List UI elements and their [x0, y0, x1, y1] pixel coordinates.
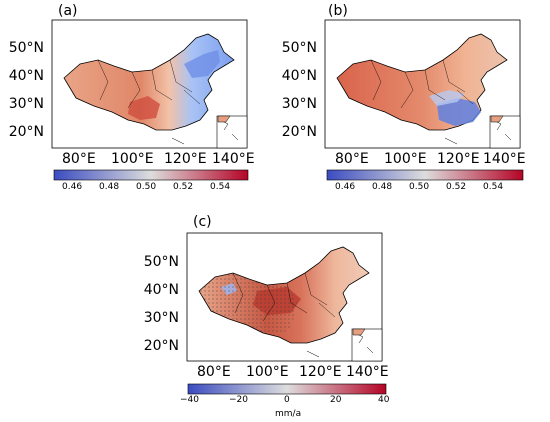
light-zone-b — [429, 90, 465, 106]
blue-zone-b — [437, 98, 481, 126]
province-borders-b — [370, 59, 474, 109]
panel-label-b: (b) — [328, 3, 348, 19]
inset-coast-b — [490, 115, 504, 123]
lat-label-20-b: 20°N — [281, 124, 317, 140]
lat-label-50-a: 50°N — [8, 40, 44, 56]
panel-label-a: (a) — [58, 3, 78, 19]
blue-zone-a — [184, 50, 220, 78]
lon-label-120-c: 120°E — [299, 364, 342, 380]
lon-label-120-a: 120°E — [164, 151, 207, 167]
lat-label-30-a: 30°N — [8, 96, 44, 112]
lat-label-30-b: 30°N — [281, 96, 317, 112]
lon-label-140-a: 140°E — [212, 151, 255, 167]
cbar-tick-c-4: 40 — [378, 395, 390, 405]
cbar-tick-c-2: 0 — [284, 395, 290, 405]
inset-coast-a — [217, 115, 231, 123]
cbar-tick-a-3: 0.52 — [173, 182, 194, 192]
lat-label-30-c: 30°N — [143, 310, 179, 326]
lon-label-100-b: 100°E — [384, 151, 427, 167]
country-shape-a — [63, 33, 235, 131]
colorbar-b — [326, 169, 524, 181]
cbar-tick-a-1: 0.48 — [99, 182, 120, 192]
cbar-tick-c-0: −40 — [180, 395, 199, 405]
cbar-tick-b-0: 0.46 — [335, 182, 356, 192]
lat-label-50-c: 50°N — [143, 254, 179, 270]
province-borders-c — [232, 272, 336, 322]
colorbar-a — [53, 169, 249, 181]
panel-a: (a) 50°N 40°N 30°N 20°N 80°E — [0, 0, 275, 200]
lon-label-120-b: 120°E — [437, 151, 480, 167]
lon-label-100-c: 100°E — [246, 364, 289, 380]
panel-label-c: (c) — [193, 214, 212, 230]
lat-label-20-a: 20°N — [8, 124, 44, 140]
panel-c: (c) 50°N 40°N 30°N 20°N — [135, 212, 415, 422]
province-borders-a — [97, 59, 201, 109]
lon-label-100-a: 100°E — [111, 151, 154, 167]
cbar-tick-c-1: −20 — [229, 395, 248, 405]
colorbar-unit-c: mm/a — [275, 409, 302, 419]
cbar-tick-c-3: 20 — [330, 395, 342, 405]
colorbar-c — [187, 383, 387, 395]
lon-label-80-a: 80°E — [62, 151, 96, 167]
cbar-tick-b-4: 0.54 — [483, 182, 504, 192]
lon-label-140-b: 140°E — [483, 151, 526, 167]
inset-coast-c — [352, 328, 366, 336]
red-zone-a — [128, 96, 160, 120]
cbar-tick-b-1: 0.48 — [372, 182, 393, 192]
cbar-tick-b-2: 0.50 — [409, 182, 430, 192]
map-b — [324, 19, 521, 149]
lon-label-80-c: 80°E — [197, 364, 231, 380]
lat-label-40-c: 40°N — [143, 282, 179, 298]
cbar-tick-a-2: 0.50 — [136, 182, 157, 192]
map-a — [51, 19, 248, 149]
cbar-tick-b-3: 0.52 — [446, 182, 467, 192]
lat-label-40-b: 40°N — [281, 68, 317, 84]
lon-label-140-c: 140°E — [346, 364, 389, 380]
panel-b: (b) 50°N 40°N 30°N 20°N 80°E 100°E — [275, 0, 550, 200]
lat-label-40-a: 40°N — [8, 68, 44, 84]
lat-label-50-b: 50°N — [281, 40, 317, 56]
cbar-tick-a-0: 0.46 — [62, 182, 83, 192]
map-c — [186, 232, 383, 362]
lat-label-20-c: 20°N — [143, 338, 179, 354]
lon-label-80-b: 80°E — [335, 151, 369, 167]
significance-hatch-c — [199, 273, 297, 335]
cbar-tick-a-4: 0.54 — [210, 182, 231, 192]
